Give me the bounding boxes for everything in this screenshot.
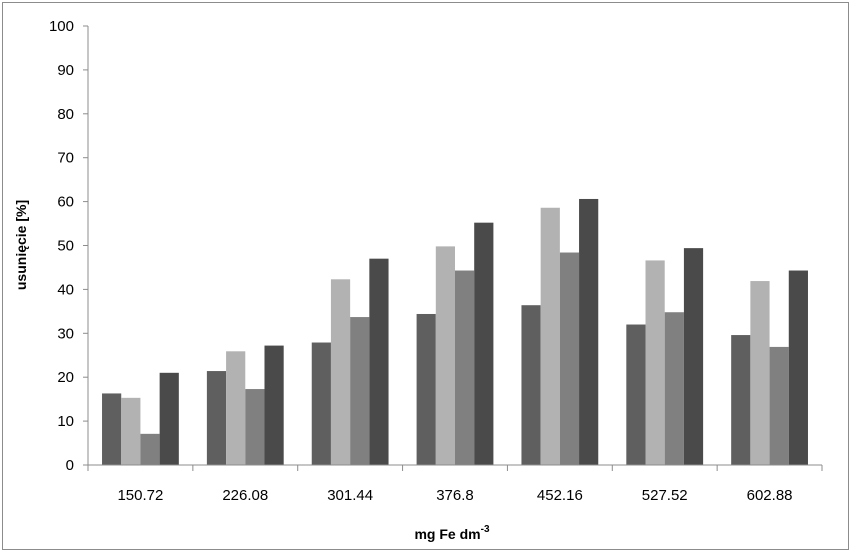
x-tick-label: 301.44 xyxy=(327,487,373,504)
x-axis-ticks xyxy=(87,465,823,471)
bar-series-4-150.72 xyxy=(159,372,179,465)
bar-series-2-301.44 xyxy=(330,279,351,465)
bar-series-4-452.16 xyxy=(579,198,599,465)
bars xyxy=(102,198,808,465)
y-tick-label: 70 xyxy=(57,150,74,167)
bar-series-3-226.08 xyxy=(245,389,265,465)
bar-series-2-527.52 xyxy=(645,260,665,465)
bar-series-3-150.72 xyxy=(140,433,160,465)
bar-series-3-301.44 xyxy=(350,317,370,465)
y-tick-label: 60 xyxy=(57,194,74,211)
bar-series-3-452.16 xyxy=(559,252,580,465)
bar-series-1-452.16 xyxy=(521,305,541,465)
bar-series-1-150.72 xyxy=(102,393,122,465)
x-axis-title-superscript: -3 xyxy=(481,524,490,535)
x-tick-label: 150.72 xyxy=(117,487,163,504)
y-axis-tick-labels: 0 10 20 30 40 50 60 70 80 90 100 xyxy=(49,18,74,474)
bar-series-2-376.8 xyxy=(435,246,455,465)
y-tick-label: 30 xyxy=(57,325,74,342)
bar-series-4-527.52 xyxy=(683,248,704,465)
y-axis-ticks xyxy=(83,25,88,466)
bar-series-3-376.8 xyxy=(455,270,475,465)
x-tick-label: 376.8 xyxy=(436,487,474,504)
bar-series-2-602.88 xyxy=(750,281,770,465)
bar-series-1-602.88 xyxy=(731,335,751,465)
x-axis-title-text: mg Fe dm xyxy=(414,526,480,542)
bar-series-4-301.44 xyxy=(369,258,389,465)
bar-series-1-376.8 xyxy=(416,313,436,465)
y-tick-label: 80 xyxy=(57,106,74,123)
bar-series-3-602.88 xyxy=(769,346,789,465)
x-tick-label: 527.52 xyxy=(642,487,688,504)
bar-series-2-150.72 xyxy=(121,397,141,465)
bar-series-3-527.52 xyxy=(664,312,684,465)
bar-series-4-226.08 xyxy=(264,345,284,465)
y-tick-label: 10 xyxy=(57,413,74,430)
y-tick-label: 50 xyxy=(57,238,74,255)
y-tick-label: 90 xyxy=(57,62,74,79)
y-tick-label: 100 xyxy=(49,18,74,35)
y-tick-label: 20 xyxy=(57,369,74,386)
x-axis-tick-labels: 150.72 226.08 301.44 376.8 452.16 527.52 602.8… xyxy=(117,487,792,504)
bar-series-4-376.8 xyxy=(474,222,494,465)
bar-series-2-452.16 xyxy=(540,207,560,465)
x-tick-label: 602.88 xyxy=(747,487,793,504)
bar-series-4-602.88 xyxy=(788,270,808,465)
y-axis-title: usunięcie [%] xyxy=(13,200,29,290)
x-tick-label: 452.16 xyxy=(537,487,583,504)
x-axis-title: mg Fe dm-3 xyxy=(414,524,489,542)
bar-series-1-527.52 xyxy=(626,324,646,465)
bar-series-2-226.08 xyxy=(226,351,246,465)
bar-series-1-301.44 xyxy=(311,342,331,465)
y-tick-label: 40 xyxy=(57,281,74,298)
y-tick-label: 0 xyxy=(66,457,74,474)
x-tick-label: 226.08 xyxy=(222,487,268,504)
bar-series-1-226.08 xyxy=(206,371,227,465)
